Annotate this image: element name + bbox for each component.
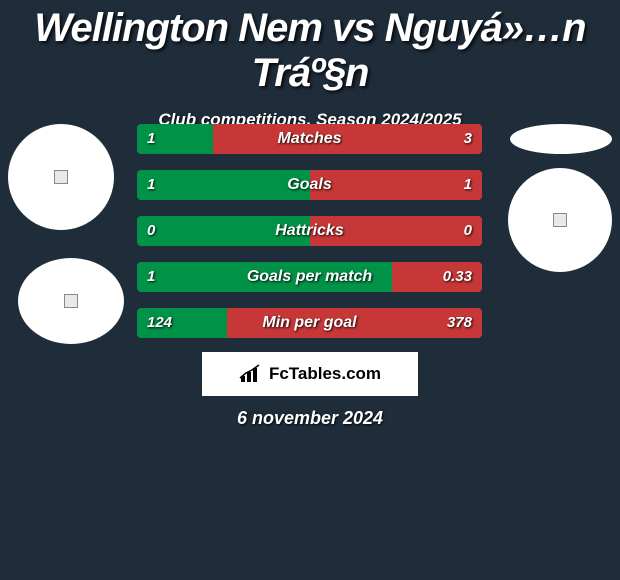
stat-row: 1 1 Goals — [137, 170, 482, 200]
stat-bar-left — [137, 262, 392, 292]
stats-bars: 1 3 Matches 1 1 Goals 0 0 Hattricks 1 0.… — [137, 124, 482, 354]
team-right-banner — [510, 124, 612, 154]
image-placeholder-icon — [553, 213, 567, 227]
player-right-photo — [508, 168, 612, 272]
bar-chart-icon — [239, 364, 263, 384]
stat-bar-left — [137, 170, 310, 200]
attribution-logo: FcTables.com — [202, 352, 418, 396]
stat-bar-left — [137, 216, 310, 246]
stat-row: 1 3 Matches — [137, 124, 482, 154]
stat-value-right: 378 — [447, 308, 472, 338]
attribution-text: FcTables.com — [269, 364, 381, 384]
stat-row: 0 0 Hattricks — [137, 216, 482, 246]
stat-value-right: 1 — [464, 170, 472, 200]
stat-value-left: 1 — [147, 170, 155, 200]
stat-value-left: 124 — [147, 308, 172, 338]
date-text: 6 november 2024 — [0, 408, 620, 429]
stat-bar-right — [310, 216, 483, 246]
stat-row: 124 378 Min per goal — [137, 308, 482, 338]
team-left-logo — [18, 258, 124, 344]
page-title: Wellington Nem vs Nguyá»…n Tráº§n — [0, 0, 620, 96]
stat-value-right: 3 — [464, 124, 472, 154]
image-placeholder-icon — [54, 170, 68, 184]
stat-value-left: 1 — [147, 124, 155, 154]
stat-bar-right — [213, 124, 482, 154]
player-left-photo — [8, 124, 114, 230]
stat-value-left: 1 — [147, 262, 155, 292]
stat-value-left: 0 — [147, 216, 155, 246]
stat-value-right: 0 — [464, 216, 472, 246]
image-placeholder-icon — [64, 294, 78, 308]
stat-value-right: 0.33 — [443, 262, 472, 292]
stat-row: 1 0.33 Goals per match — [137, 262, 482, 292]
stat-bar-right — [310, 170, 483, 200]
stat-bar-right — [227, 308, 482, 338]
